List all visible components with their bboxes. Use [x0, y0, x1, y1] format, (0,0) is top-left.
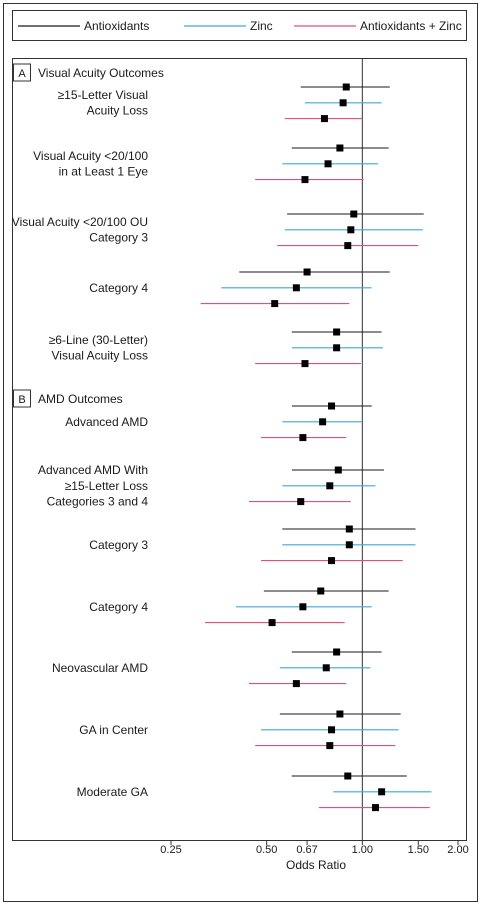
point-estimate: [334, 466, 342, 474]
point-estimate: [336, 144, 344, 152]
row-label: Advanced AMD: [65, 415, 148, 429]
point-estimate: [292, 680, 300, 688]
row-label: Moderate GA: [77, 785, 148, 799]
point-estimate: [326, 742, 334, 750]
row-label: ≥15-Letter Loss: [65, 479, 148, 493]
point-estimate: [303, 268, 311, 276]
section-letter-box: [13, 389, 31, 408]
point-estimate: [344, 242, 352, 250]
legend: Antioxidants Zinc Antioxidants + Zinc: [12, 10, 467, 41]
point-estimate: [371, 804, 379, 812]
row-label: Acuity Loss: [87, 104, 148, 118]
row-label: Advanced AMD With: [38, 463, 148, 477]
row-label: ≥6-Line (30-Letter): [49, 333, 148, 347]
sections: A Visual Acuity Outcomes B AMD Outcomes: [13, 63, 164, 408]
point-estimate: [326, 482, 334, 490]
row-label: GA in Center: [79, 723, 148, 737]
row-label: Visual Acuity Loss: [52, 349, 149, 363]
point-estimate: [336, 710, 344, 718]
row-label: Categories 3 and 4: [47, 495, 149, 509]
row-labels: ≥15-Letter Visual Acuity Loss Visual Acuit…: [12, 88, 149, 799]
point-estimate: [328, 402, 336, 410]
point-estimate: [299, 434, 307, 442]
point-estimate: [268, 619, 276, 627]
row-label: in at Least 1 Eye: [59, 165, 149, 179]
point-estimate: [347, 226, 355, 234]
point-estimate: [320, 115, 328, 123]
x-tick-label: 1.50: [408, 844, 429, 856]
section-letter-box: [13, 63, 31, 82]
point-estimate: [322, 664, 330, 672]
point-estimate: [328, 726, 336, 734]
x-tick-label: 0.25: [160, 844, 181, 856]
x-tick-label: 0.50: [256, 844, 277, 856]
section-title: AMD Outcomes: [38, 392, 123, 406]
x-axis: Odds Ratio 0.25 0.50 0.67 1.00 1.50 2.00: [160, 840, 469, 872]
point-estimate: [319, 418, 327, 426]
point-estimate: [378, 788, 386, 796]
point-estimate: [301, 176, 309, 184]
legend-label: Antioxidants: [84, 19, 149, 33]
row-label: Category 3: [89, 538, 148, 552]
row-label: Category 4: [89, 281, 148, 295]
legend-label: Zinc: [250, 19, 273, 33]
figure-frame: [3, 3, 478, 902]
point-estimate: [324, 160, 332, 168]
point-estimate: [345, 525, 353, 533]
row-label: ≥15-Letter Visual: [58, 88, 148, 102]
point-estimate: [328, 557, 336, 565]
point-estimate: [271, 300, 279, 308]
point-estimate: [297, 498, 305, 506]
point-estimate: [345, 541, 353, 549]
point-estimate: [301, 360, 309, 368]
point-estimate: [350, 210, 358, 218]
row-label: Category 3: [89, 231, 148, 245]
row-label: Category 4: [89, 600, 148, 614]
x-tick-label: 1.00: [352, 844, 373, 856]
point-estimate: [339, 99, 347, 107]
point-estimate: [344, 772, 352, 780]
row-label: Visual Acuity <20/100: [33, 149, 148, 163]
point-estimate: [333, 328, 341, 336]
section-letter: B: [18, 394, 25, 406]
x-tick-label: 0.67: [296, 844, 317, 856]
row-label: Neovascular AMD: [52, 661, 148, 675]
point-estimate: [317, 587, 325, 595]
x-axis-label: Odds Ratio: [286, 858, 346, 872]
section-title: Visual Acuity Outcomes: [38, 66, 164, 80]
point-estimate: [299, 603, 307, 611]
point-estimate: [333, 344, 341, 352]
point-estimate: [342, 83, 350, 91]
legend-label: Antioxidants + Zinc: [360, 19, 462, 33]
section-letter: A: [18, 68, 26, 80]
plot-marks: [200, 83, 432, 812]
x-tick-label: 2.00: [447, 844, 468, 856]
row-label: Visual Acuity <20/100 OU: [12, 215, 148, 229]
point-estimate: [292, 284, 300, 292]
point-estimate: [333, 648, 341, 656]
